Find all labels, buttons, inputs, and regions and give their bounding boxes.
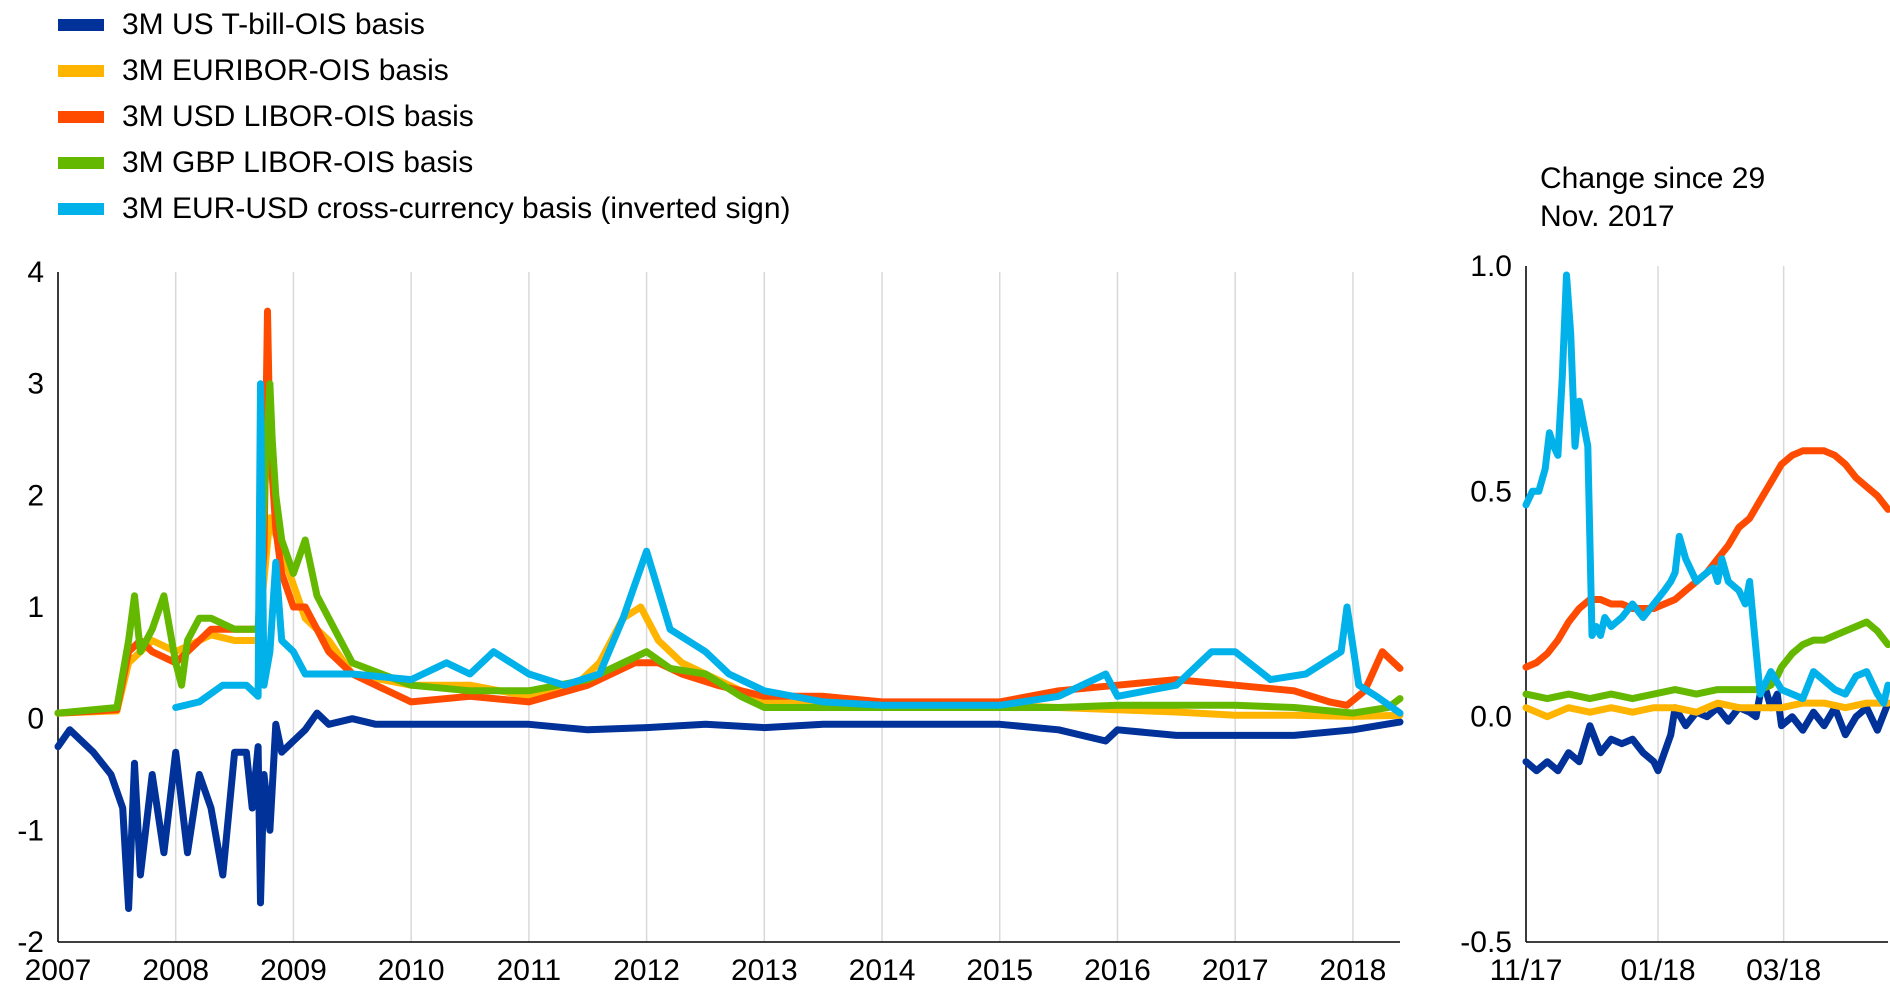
legend-swatch xyxy=(58,111,104,123)
main-x-tick-label: 2017 xyxy=(1202,954,1269,987)
main-x-tick-label: 2010 xyxy=(378,954,445,987)
main-series-line-3 xyxy=(54,380,1404,717)
inset-y-tick-label: 0.5 xyxy=(1470,475,1512,508)
inset-series-line-3 xyxy=(1522,618,1890,703)
legend-label: 3M EURIBOR-OIS basis xyxy=(122,54,449,87)
legend-item-tbill: 3M US T-bill-OIS basis xyxy=(58,2,791,48)
main-y-tick-label: 4 xyxy=(27,256,44,289)
main-y-tick-label: 1 xyxy=(27,591,44,624)
main-y-tick-label: 0 xyxy=(27,703,44,736)
inset-y-tick-label: 1.0 xyxy=(1470,250,1512,283)
inset-series-line-1 xyxy=(1522,699,1890,721)
main-x-tick-label: 2013 xyxy=(731,954,798,987)
legend-swatch xyxy=(58,19,104,31)
note-line-1: Change since 29 xyxy=(1540,162,1766,195)
inset-x-tick-label: 11/17 xyxy=(1490,954,1563,987)
main-y-tick-label: -2 xyxy=(17,926,44,959)
main-x-tick-label: 2014 xyxy=(849,954,916,987)
legend-label: 3M GBP LIBOR-OIS basis xyxy=(122,146,474,179)
main-x-tick-label: 2008 xyxy=(142,954,209,987)
legend-item-usd-libor: 3M USD LIBOR-OIS basis xyxy=(58,94,791,140)
main-y-tick-label: 3 xyxy=(27,368,44,401)
main-x-tick-label: 2009 xyxy=(260,954,327,987)
legend-item-gbp-libor: 3M GBP LIBOR-OIS basis xyxy=(58,140,791,186)
legend-label: 3M USD LIBOR-OIS basis xyxy=(122,100,474,133)
main-x-tick-label: 2015 xyxy=(966,954,1033,987)
main-x-tick-label: 2018 xyxy=(1320,954,1387,987)
main-y-tick-label: 2 xyxy=(27,479,44,512)
legend-swatch xyxy=(58,157,104,169)
inset-x-tick-label: 03/18 xyxy=(1746,954,1821,987)
right-panel-note: Change since 29 Nov. 2017 xyxy=(1540,160,1765,236)
inset-series-line-4 xyxy=(1522,271,1890,707)
main-series-line-4 xyxy=(172,380,1404,717)
legend-item-euribor: 3M EURIBOR-OIS basis xyxy=(58,48,791,94)
inset-x-tick-label: 01/18 xyxy=(1620,954,1695,987)
legend-swatch xyxy=(58,203,104,215)
note-line-2: Nov. 2017 xyxy=(1540,200,1675,233)
main-x-tick-label: 2007 xyxy=(25,954,92,987)
legend-swatch xyxy=(58,65,104,77)
main-series-line-0 xyxy=(54,709,1404,912)
legend-label: 3M EUR-USD cross-currency basis (inverte… xyxy=(122,192,791,225)
legend-label: 3M US T-bill-OIS basis xyxy=(122,8,425,41)
inset-y-tick-label: -0.5 xyxy=(1460,926,1512,959)
main-series-line-2 xyxy=(54,307,1404,717)
main-y-tick-label: -1 xyxy=(17,814,44,847)
legend: 3M US T-bill-OIS basis 3M EURIBOR-OIS ba… xyxy=(58,2,791,232)
main-x-tick-label: 2016 xyxy=(1084,954,1151,987)
main-x-tick-label: 2012 xyxy=(613,954,680,987)
legend-item-cross-currency: 3M EUR-USD cross-currency basis (inverte… xyxy=(58,186,791,232)
inset-series-line-0 xyxy=(1522,681,1890,775)
inset-y-tick-label: 0.0 xyxy=(1470,701,1512,734)
main-x-tick-label: 2011 xyxy=(497,954,562,987)
